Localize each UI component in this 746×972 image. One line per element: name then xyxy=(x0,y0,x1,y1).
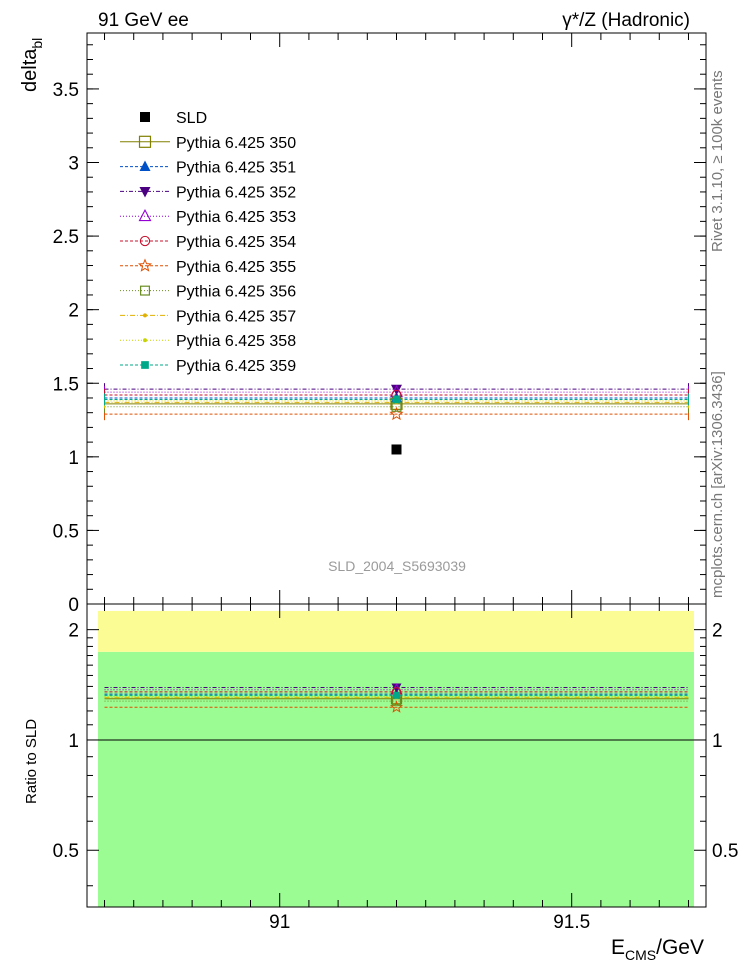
legend-marker-355 xyxy=(137,258,153,272)
legend-marker-359 xyxy=(141,361,149,369)
x-axis-label-unit: /GeV xyxy=(656,936,704,959)
ratio-y-tick-label: 1 xyxy=(68,731,79,752)
legend-label-358: Pythia 6.425 358 xyxy=(176,333,296,350)
x-axis-label: ECMS/GeV xyxy=(611,936,704,963)
series-marker-355 xyxy=(389,406,404,421)
ratio-marker-359 xyxy=(393,691,400,699)
y-tick-label: 2.5 xyxy=(53,227,79,248)
mcplots-label: mcplots.cern.ch [arXiv:1306.3436] xyxy=(709,371,726,598)
x-axis-label-main: E xyxy=(611,936,625,959)
legend-label-356: Pythia 6.425 356 xyxy=(176,284,296,301)
y-tick-label: 2 xyxy=(68,301,79,322)
ratio-y-tick-label-right: 2 xyxy=(712,621,723,642)
legend-label-354: Pythia 6.425 354 xyxy=(176,234,296,251)
y-tick-label: 1 xyxy=(68,448,79,469)
y-axis-label: deltabl xyxy=(19,38,45,92)
legend-label-357: Pythia 6.425 357 xyxy=(176,308,296,325)
legend-marker-358 xyxy=(143,338,147,343)
ratio-y-tick-label: 0.5 xyxy=(53,841,79,862)
legend-label-352: Pythia 6.425 352 xyxy=(176,184,296,201)
ratio-y-axis-label: Ratio to SLD xyxy=(23,719,40,804)
rivet-label: Rivet 3.1.10, ≥ 100k events xyxy=(709,70,726,252)
x-axis-label-sub: CMS xyxy=(625,947,656,963)
legend-marker-352 xyxy=(139,187,151,198)
legend-label-sld: SLD xyxy=(176,110,207,127)
header-right: γ*/Z (Hadronic) xyxy=(562,10,690,31)
data-point-sld xyxy=(391,444,402,455)
ratio-y-tick-label-right: 0.5 xyxy=(712,841,738,862)
legend-marker-350 xyxy=(138,135,152,148)
legend-marker-353 xyxy=(138,208,152,222)
header-left: 91 GeV ee xyxy=(98,10,189,31)
legend-marker-sld xyxy=(140,112,150,122)
y-tick-label: 3.5 xyxy=(53,80,79,101)
legend-label-353: Pythia 6.425 353 xyxy=(176,209,296,226)
ratio-y-tick-label: 2 xyxy=(68,621,79,642)
legend-label-355: Pythia 6.425 355 xyxy=(176,259,296,276)
y-tick-label: 1.5 xyxy=(53,374,79,395)
legend-label-350: Pythia 6.425 350 xyxy=(176,135,296,152)
y-axis-label-main: delta xyxy=(19,48,41,92)
legend-marker-351 xyxy=(139,160,151,171)
ratio-y-tick-label-right: 1 xyxy=(712,731,723,752)
legend-label-359: Pythia 6.425 359 xyxy=(176,358,296,375)
y-tick-label: 0.5 xyxy=(53,521,79,542)
y-tick-label: 3 xyxy=(68,154,79,175)
series-marker-359 xyxy=(392,395,401,404)
watermark: SLD_2004_S5693039 xyxy=(328,558,466,574)
x-tick-label: 91 xyxy=(269,912,290,933)
legend-marker-357 xyxy=(143,313,147,318)
legend-marker-356 xyxy=(140,285,151,296)
legend-marker-354 xyxy=(139,235,151,247)
legend-label-351: Pythia 6.425 351 xyxy=(176,160,296,177)
y-tick-label: 0 xyxy=(68,595,79,616)
main-panel: SLD_2004_S5693039 0 0.5 1 1.5 2 2.5 3 3.5 SLD Py… xyxy=(19,32,707,616)
ratio-panel: 0.5 0.5 1 1 2 2 91 91.5 Ratio to SLD ECMS/GeV xyxy=(23,33,738,963)
y-axis-label-sub: bl xyxy=(29,38,45,49)
ratio-band-1 xyxy=(98,610,694,652)
x-tick-label: 91.5 xyxy=(553,912,590,933)
legend: SLD Pythia 6.425 350 Pythia 6.425 351 Pythi… xyxy=(120,110,296,375)
